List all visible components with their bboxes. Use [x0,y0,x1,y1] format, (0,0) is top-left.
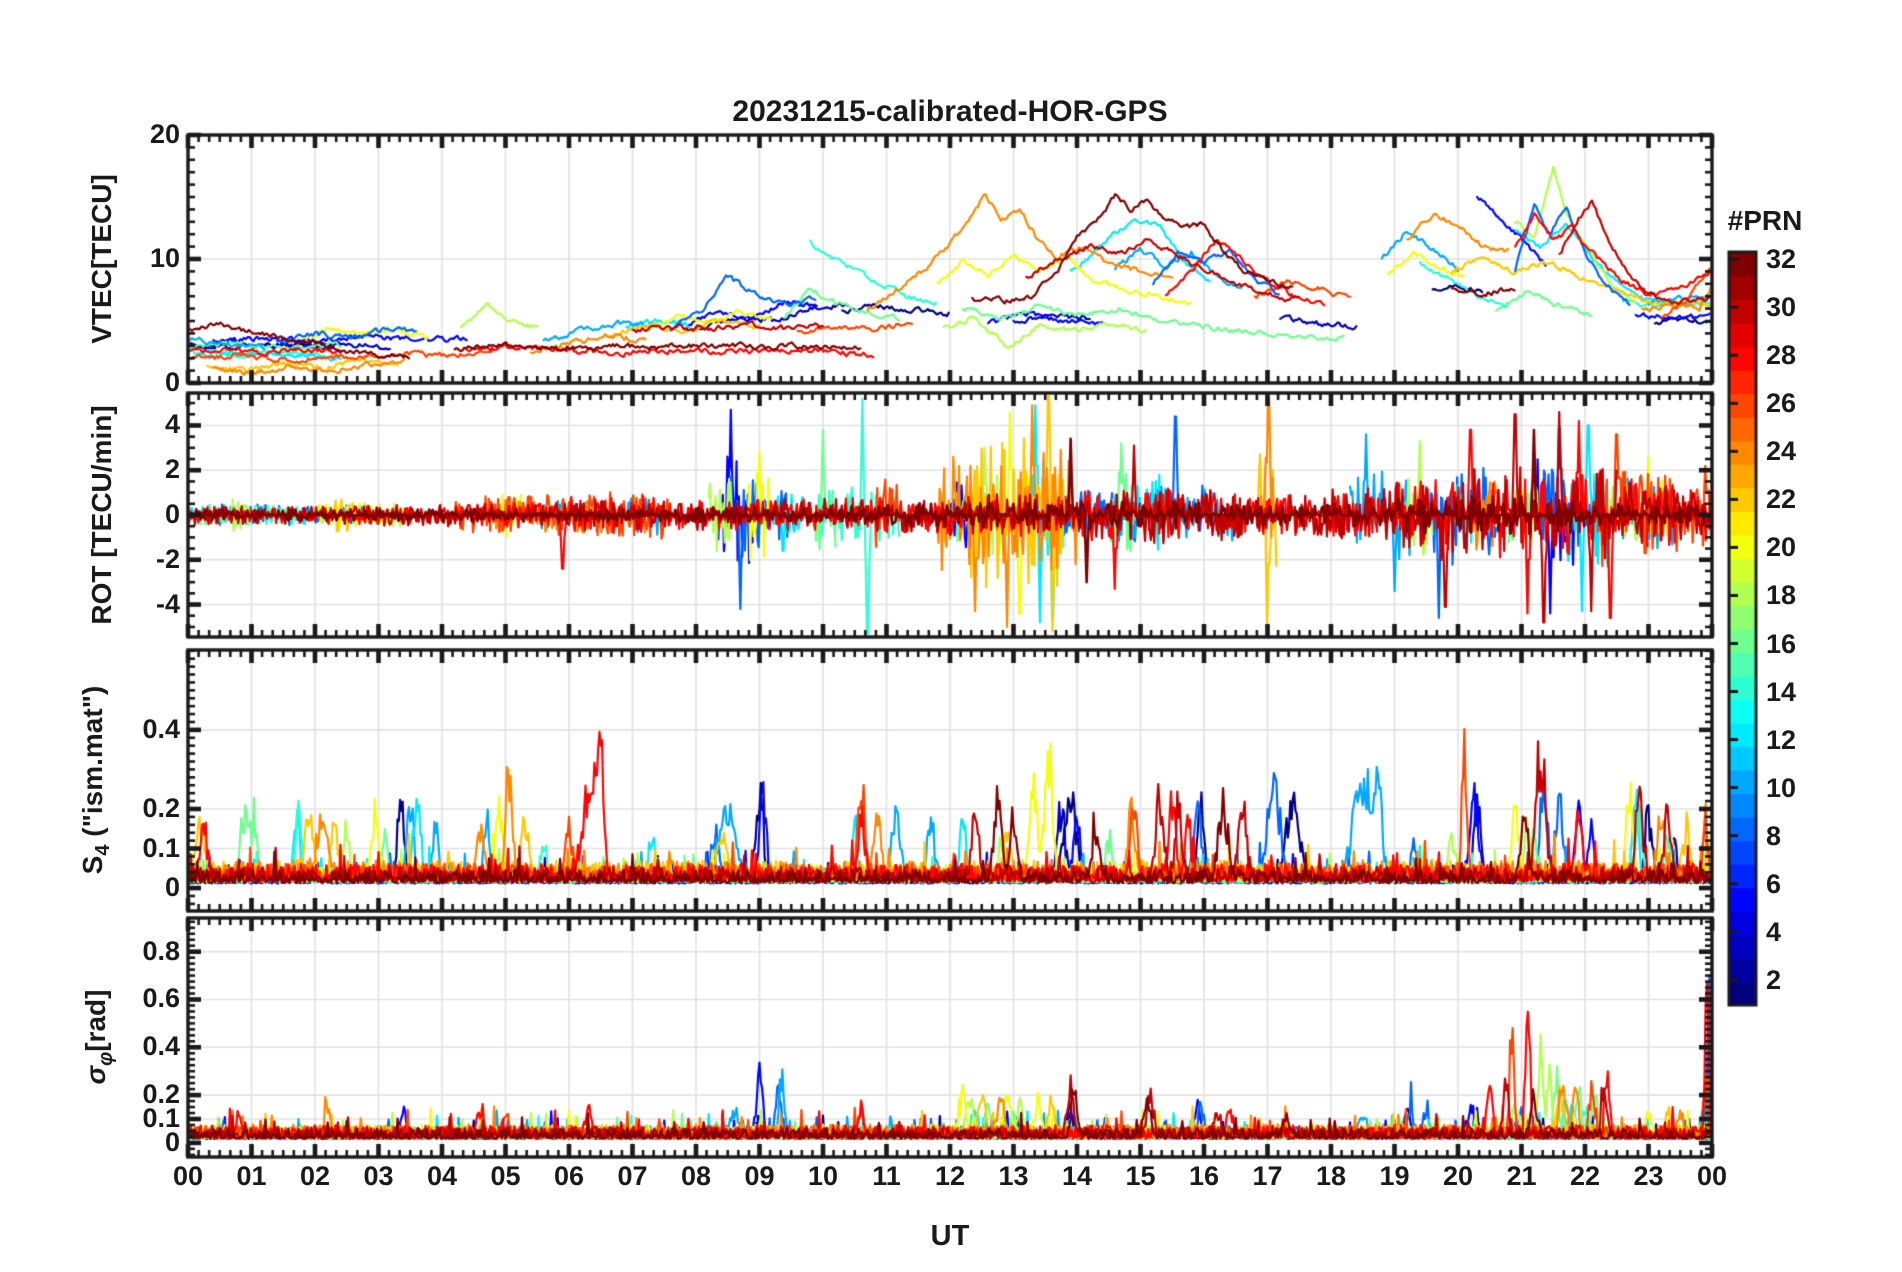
colorbar-tick-label: 32 [1766,244,1797,275]
y-tick-label: 0.1 [142,1102,180,1133]
colorbar-tick-label: 28 [1766,340,1797,371]
x-tick-label: 19 [1379,1161,1410,1191]
ylabel-text: ROT [TECU/min] [86,405,117,625]
y-axis-label-vtec: VTEC[TECU] [86,174,118,344]
ylabel-subscript: 4 [92,844,114,856]
x-axis-label: UT [930,1220,970,1252]
y-tick-label: 2 [164,454,180,485]
x-tick-label: 09 [744,1161,775,1191]
x-tick-label: 15 [1125,1161,1156,1191]
y-tick-label: 0.2 [142,792,180,823]
x-tick-label: 14 [1061,1161,1093,1191]
ylabel-text: [rad] [80,989,111,1052]
y-axis-label-s4: S4 ("ism.mat") [77,686,115,875]
y-tick-label: 0.6 [142,983,180,1014]
y-tick-label: -2 [155,543,180,574]
y-tick-label: 0.1 [142,832,180,863]
x-tick-label: 07 [617,1161,648,1191]
x-tick-label: 06 [553,1161,585,1191]
y-tick-label: 0 [164,499,180,529]
colorbar-tick-label: 24 [1766,436,1797,467]
x-tick-label: 02 [299,1161,331,1191]
x-tick-label: 18 [1315,1161,1347,1191]
colorbar-tick-label: 10 [1766,772,1797,803]
x-tick-label: 23 [1633,1161,1664,1191]
x-tick-label: 21 [1506,1161,1537,1191]
y-tick-label: 0.4 [142,713,180,744]
colorbar-tick-label: 30 [1766,292,1797,323]
colorbar-title: #PRN [1727,205,1803,236]
x-tick-label: 12 [934,1161,966,1191]
colorbar-tick-label: 16 [1766,628,1797,659]
y-axis-label-rot: ROT [TECU/min] [86,405,118,624]
x-tick-label: 22 [1569,1161,1601,1191]
x-tick-label: 13 [998,1161,1029,1191]
y-tick-label: 0.4 [142,1031,180,1062]
x-tick-label: 20 [1442,1161,1474,1191]
y-tick-label: 20 [149,119,180,149]
y-tick-label: 0.8 [142,935,180,966]
x-tick-label: 00 [172,1161,204,1191]
colorbar-tick-label: 6 [1766,868,1782,899]
colorbar-tick-label: 20 [1766,532,1797,563]
y-tick-label: 0 [164,872,180,903]
y-tick-label: 0 [164,1126,180,1157]
x-tick-label: 11 [872,1161,901,1191]
x-tick-label: 17 [1252,1161,1283,1191]
colorbar-tick-label: 18 [1766,580,1797,611]
colorbar-tick-label: 26 [1766,388,1797,419]
y-tick-label: 4 [164,409,180,440]
colorbar-tick-label: 2 [1766,964,1782,995]
colorbar-tick-label: 12 [1766,724,1797,755]
y-tick-label: 10 [149,243,180,273]
x-tick-label: 10 [807,1161,839,1191]
x-tick-label: 08 [680,1161,712,1191]
y-axis-label-sigma-phi: σφ[rad] [80,990,118,1085]
ylabel-text: S [77,855,108,875]
x-tick-label: 01 [236,1161,267,1191]
ylabel-text: VTEC[TECU] [86,174,117,344]
colorbar-tick-label: 4 [1766,916,1782,947]
x-tick-label: 00 [1696,1161,1728,1191]
colorbar-tick-label: 8 [1766,820,1782,851]
x-tick-label: 04 [426,1161,458,1191]
y-tick-label: 0.2 [142,1079,180,1110]
x-tick-label: 05 [490,1161,521,1191]
y-tick-label: 0 [164,367,180,397]
ylabel-phi-subscript: φ [95,1051,117,1066]
chart-title: 20231215-calibrated-HOR-GPS [732,95,1168,128]
ylabel-sigma: σ [80,1065,111,1085]
colorbar-tick-label: 22 [1766,484,1797,515]
y-tick-label: -4 [155,588,180,619]
x-tick-label: 16 [1188,1161,1220,1191]
x-tick-label: 03 [363,1161,394,1191]
colorbar-tick-label: 14 [1766,676,1797,707]
ylabel-text: ("ism.mat") [77,685,108,845]
